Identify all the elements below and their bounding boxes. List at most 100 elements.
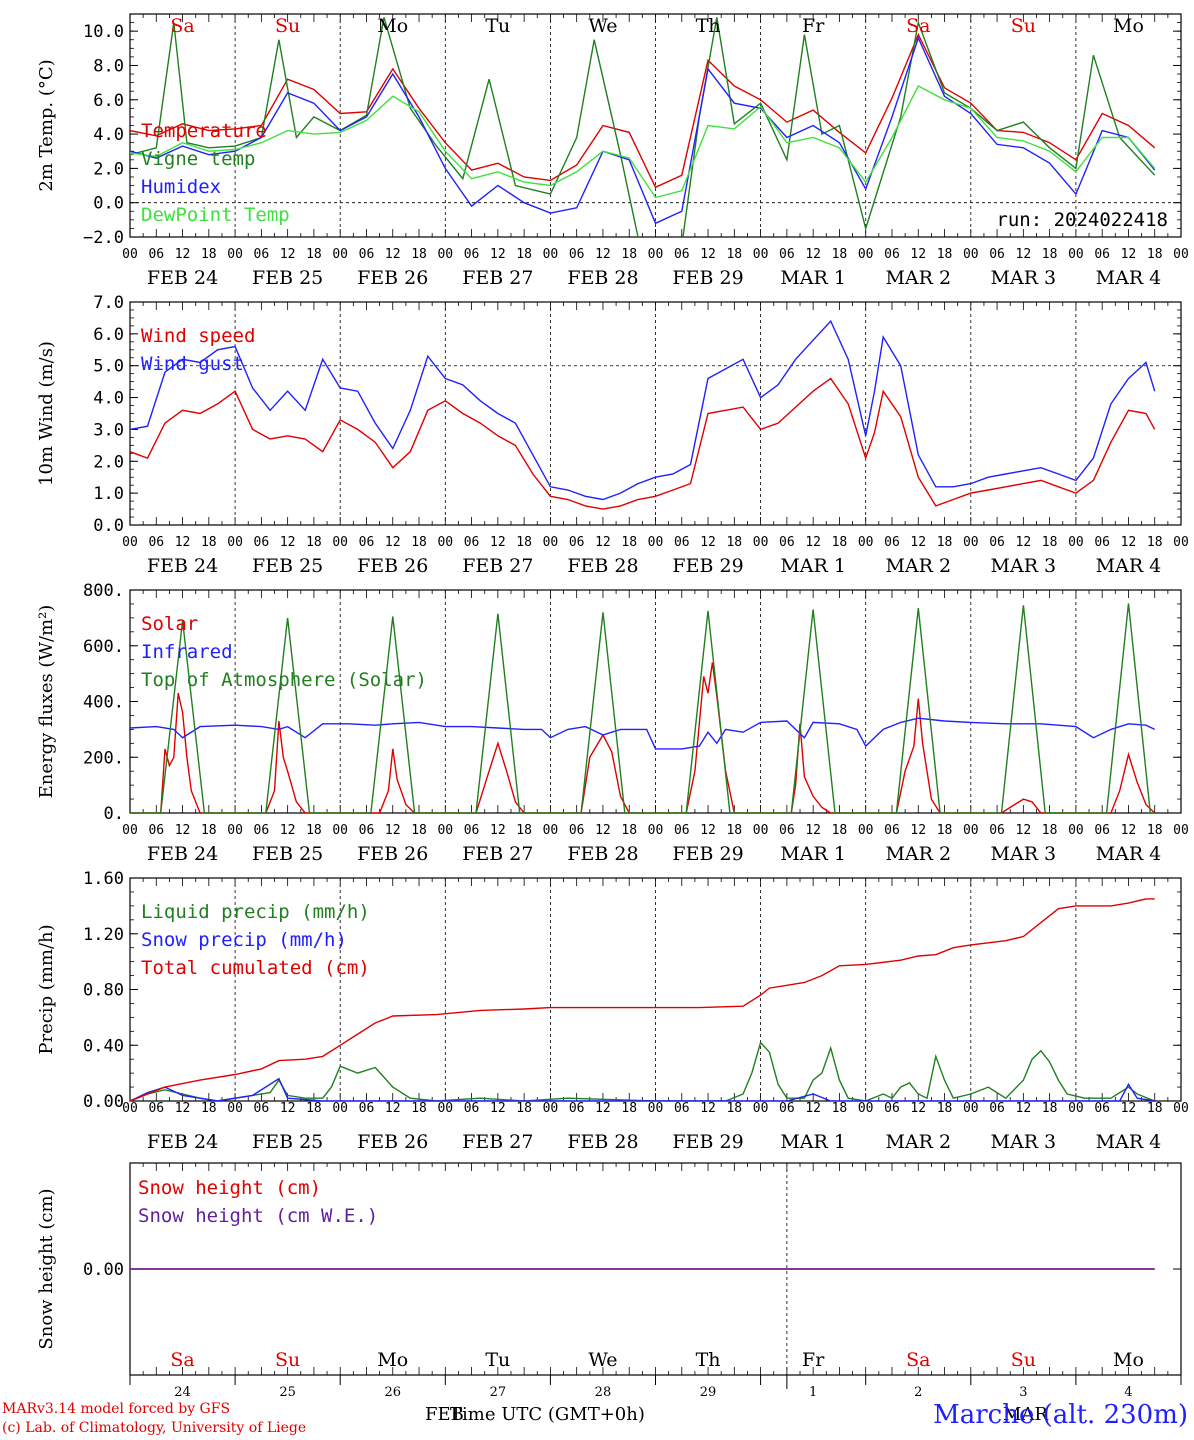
hour-tick-label: 18 (1147, 535, 1163, 550)
hour-tick-label: 12 (175, 247, 191, 262)
hour-tick-label: 18 (937, 247, 953, 262)
hour-tick-label: 18 (516, 247, 532, 262)
date-label: MAR 4 (1096, 555, 1162, 577)
series-line (130, 1041, 1155, 1101)
hour-tick-label: 06 (464, 535, 480, 550)
hour-tick-label: 00 (122, 535, 138, 550)
hour-tick-label: 00 (437, 535, 453, 550)
date-label: FEB 27 (462, 1131, 533, 1153)
weekday-label-top: Su (1011, 15, 1036, 37)
hour-tick-label: 12 (805, 535, 821, 550)
date-label: FEB 25 (252, 555, 323, 577)
date-label: MAR 3 (991, 267, 1057, 289)
hour-tick-label: 18 (306, 1101, 322, 1116)
y-tick-label: 6.0 (93, 325, 124, 345)
hour-tick-label: 12 (385, 823, 401, 838)
series-line (130, 662, 1156, 813)
hour-tick-label: 00 (963, 823, 979, 838)
hour-tick-label: 00 (1173, 823, 1189, 838)
date-label: FEB 27 (462, 267, 533, 289)
hour-tick-label: 06 (779, 535, 795, 550)
hour-tick-label: 12 (490, 1101, 506, 1116)
hour-tick-label: 06 (464, 823, 480, 838)
y-tick-label: 2.0 (93, 159, 124, 179)
hour-tick-label: 18 (516, 1101, 532, 1116)
date-label: FEB 26 (357, 843, 428, 865)
hour-tick-label: 18 (1042, 1101, 1058, 1116)
hour-tick-label: 12 (595, 247, 611, 262)
day-number-label: 2 (914, 1385, 922, 1400)
y-tick-label: 0.0 (93, 516, 124, 536)
hour-tick-label: 18 (306, 535, 322, 550)
hour-tick-label: 00 (963, 535, 979, 550)
hour-tick-label: 18 (1147, 823, 1163, 838)
y-tick-label: 1.60 (83, 869, 124, 889)
series-line (130, 319, 1156, 501)
hour-tick-label: 12 (1016, 247, 1032, 262)
hour-tick-label: 12 (175, 535, 191, 550)
hour-tick-label: 06 (254, 247, 270, 262)
date-label: MAR 3 (991, 1131, 1057, 1153)
hour-tick-label: 06 (359, 535, 375, 550)
hour-tick-label: 18 (726, 1101, 742, 1116)
weekday-label-bottom: Tu (485, 1349, 510, 1371)
hour-tick-label: 00 (648, 535, 664, 550)
hour-tick-label: 06 (254, 823, 270, 838)
hour-tick-label: 12 (490, 535, 506, 550)
hour-tick-label: 06 (989, 247, 1005, 262)
day-number-label: 1 (809, 1385, 817, 1400)
hour-tick-label: 12 (1016, 535, 1032, 550)
hour-tick-label: 06 (359, 247, 375, 262)
hour-tick-label: 18 (411, 823, 427, 838)
date-label: FEB 29 (672, 555, 743, 577)
weekday-label-bottom: Fr (802, 1349, 825, 1371)
weekday-label-top: Th (696, 15, 721, 37)
series-line (130, 85, 1156, 199)
y-tick-label: 800. (83, 581, 124, 601)
hour-tick-label: 06 (779, 1101, 795, 1116)
hour-tick-label: 00 (648, 247, 664, 262)
date-label: MAR 1 (780, 843, 846, 865)
hour-tick-label: 00 (227, 535, 243, 550)
hour-tick-label: 18 (411, 247, 427, 262)
hour-tick-label: 06 (884, 247, 900, 262)
legend-entry: Total cumulated (cm) (141, 957, 370, 979)
hour-tick-label: 18 (726, 535, 742, 550)
date-label: MAR 1 (780, 1131, 846, 1153)
y-tick-label: 10.0 (83, 22, 124, 42)
hour-tick-label: 18 (516, 535, 532, 550)
hour-tick-label: 18 (201, 535, 217, 550)
hour-tick-label: 12 (805, 1101, 821, 1116)
hour-tick-label: 00 (332, 247, 348, 262)
hour-tick-label: 12 (385, 1101, 401, 1116)
date-label: MAR 4 (1096, 1131, 1162, 1153)
y-tick-label: 600. (83, 637, 124, 657)
legend-entry: Humidex (141, 176, 221, 198)
hour-tick-label: 12 (280, 823, 296, 838)
series-line (130, 1077, 1155, 1101)
hour-tick-label: 06 (1094, 535, 1110, 550)
hour-tick-label: 12 (1121, 823, 1137, 838)
hour-tick-label: 06 (884, 823, 900, 838)
hour-tick-label: 12 (1121, 247, 1137, 262)
y-tick-label: 1.20 (83, 925, 124, 945)
date-label: MAR 1 (780, 267, 846, 289)
hour-tick-label: 00 (543, 247, 559, 262)
footer-model: MARv3.14 model forced by GFS (2, 1401, 231, 1417)
date-label: MAR 1 (780, 555, 846, 577)
hour-tick-label: 06 (359, 1101, 375, 1116)
day-number-label: 27 (490, 1385, 507, 1400)
hour-tick-label: 12 (175, 1101, 191, 1116)
hour-tick-label: 06 (674, 247, 690, 262)
hour-tick-label: 06 (674, 1101, 690, 1116)
hour-tick-label: 00 (1068, 823, 1084, 838)
hour-tick-label: 06 (254, 535, 270, 550)
hour-tick-label: 12 (595, 1101, 611, 1116)
y-tick-label: 3.0 (93, 420, 124, 440)
hour-tick-label: 06 (1094, 1101, 1110, 1116)
date-label: FEB 26 (357, 1131, 428, 1153)
legend-entry: Snow height (cm W.E.) (138, 1205, 378, 1227)
y-axis-title: Precip (mm/h) (36, 924, 57, 1054)
y-tick-label: 8.0 (93, 56, 124, 76)
